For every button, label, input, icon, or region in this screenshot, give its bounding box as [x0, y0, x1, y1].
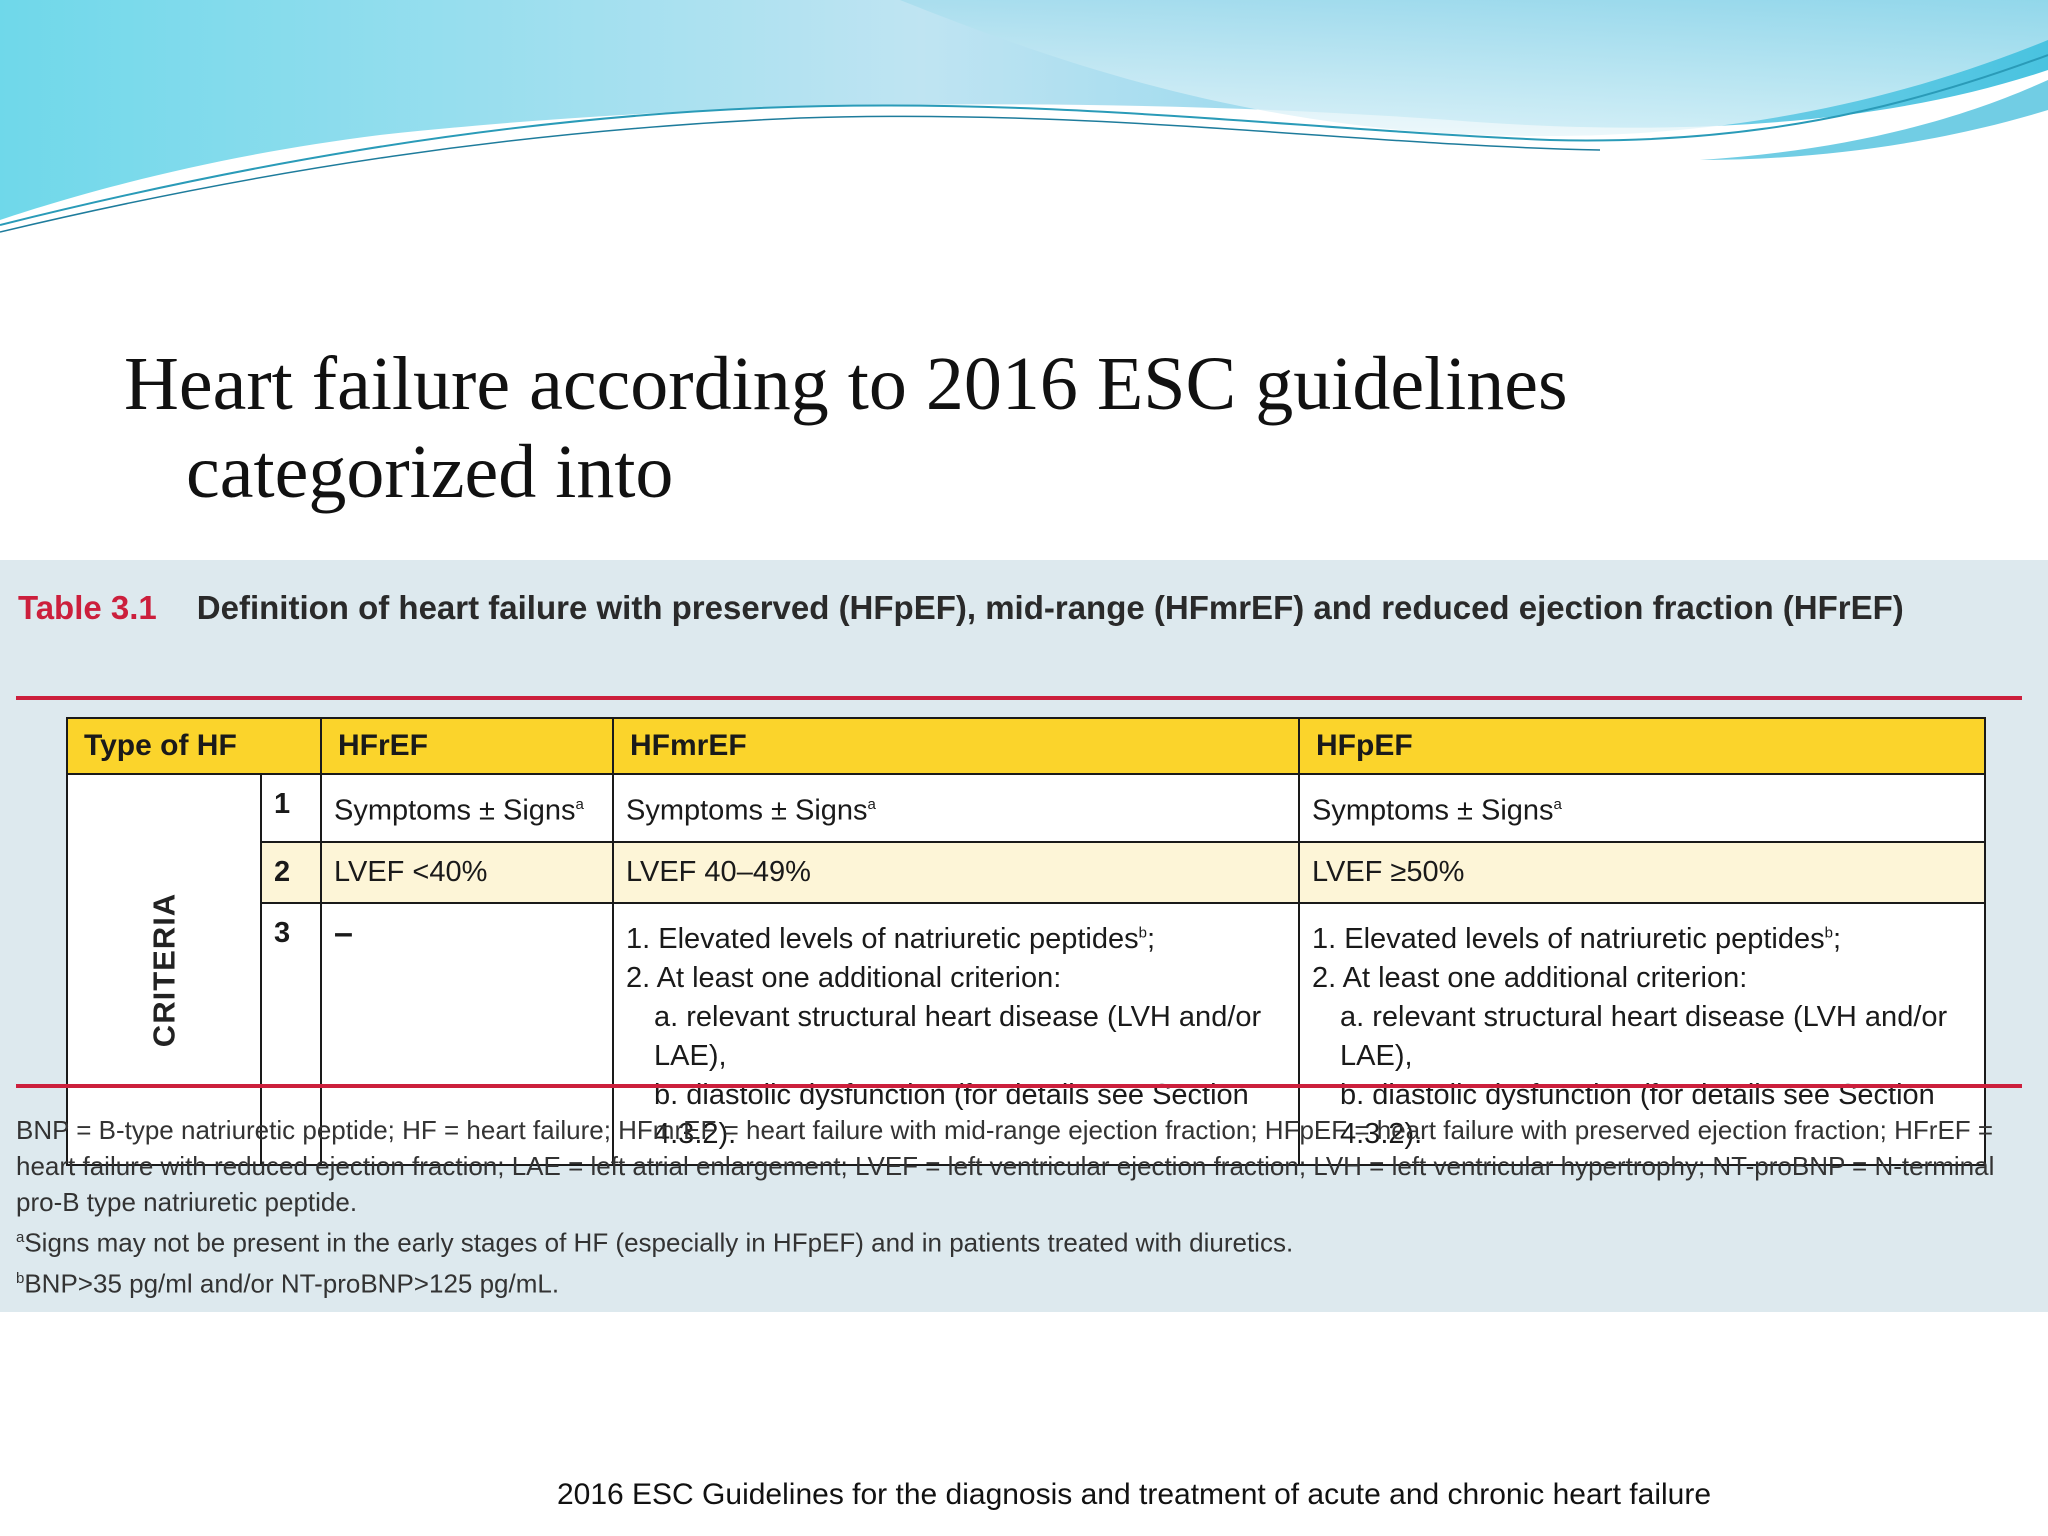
- table-header-row: Type of HF HFrEF HFmrEF HFpEF: [66, 717, 1986, 775]
- header-hfpef: HFpEF: [1298, 717, 1986, 775]
- table-footnotes: BNP = B-type natriuretic peptide; HF = h…: [16, 1112, 2036, 1301]
- list-item: 1. Elevated levels of natriuretic peptid…: [1312, 923, 1842, 956]
- criterion-number: 3: [260, 901, 322, 1167]
- table-panel: Table 3.1 Definition of heart failure wit…: [0, 560, 2048, 1312]
- header-hfref: HFrEF: [320, 717, 614, 775]
- cell-hfpef-lvef: LVEF ≥50%: [1298, 840, 1986, 904]
- slide-title-line1: Heart failure according to 2016 ESC guid…: [124, 342, 1568, 426]
- cell-hfref-symptoms: Symptoms ± Signsa: [320, 773, 614, 843]
- cell-hfmref-symptoms: Symptoms ± Signsa: [612, 773, 1300, 843]
- caption-divider: [16, 696, 2022, 700]
- cell-hfref-dash: –: [320, 901, 614, 1167]
- footnote-a: aSigns may not be present in the early s…: [16, 1227, 1294, 1258]
- cell-hfpef-additional: 1. Elevated levels of natriuretic peptid…: [1298, 901, 1986, 1167]
- cell-hfpef-symptoms: Symptoms ± Signsa: [1298, 773, 1986, 843]
- slide-title-line2: categorized into: [186, 430, 674, 514]
- source-caption: 2016 ESC Guidelines for the diagnosis an…: [556, 1478, 1712, 1511]
- hf-definition-table: Type of HF HFrEF HFmrEF HFpEF CRITERIA 1…: [66, 717, 1986, 1167]
- criteria-label: CRITERIA: [146, 892, 182, 1047]
- table-row: 2 LVEF <40% LVEF 40–49% LVEF ≥50%: [67, 840, 1986, 904]
- criteria-cell: CRITERIA: [66, 772, 262, 1167]
- table-bottom-divider: [16, 1084, 2022, 1088]
- table-number: Table 3.1: [18, 589, 157, 626]
- slide-title: Heart failure according to 2016 ESC guid…: [124, 340, 1824, 516]
- list-item: 2. At least one additional criterion:: [1312, 962, 1748, 995]
- list-subitem: a. relevant structural heart disease (LV…: [1340, 1001, 1948, 1073]
- cell-hfmref-lvef: LVEF 40–49%: [612, 840, 1300, 904]
- list-item: 1. Elevated levels of natriuretic peptid…: [626, 923, 1156, 956]
- table-caption: Table 3.1 Definition of heart failure wit…: [18, 584, 2008, 631]
- table-row: 3 – 1. Elevated levels of natriuretic pe…: [67, 901, 1986, 1167]
- criterion-number: 1: [260, 773, 322, 843]
- criterion-number: 2: [260, 840, 322, 904]
- table-row: CRITERIA 1 Symptoms ± Signsa Symptoms ± …: [66, 772, 1986, 1167]
- header-wave-decoration: [0, 0, 2048, 233]
- list-item: 2. At least one additional criterion:: [626, 962, 1062, 995]
- cell-hfmref-additional: 1. Elevated levels of natriuretic peptid…: [612, 901, 1300, 1167]
- list-subitem: a. relevant structural heart disease (LV…: [654, 1001, 1262, 1073]
- footnote-b: bBNP>35 pg/ml and/or NT-proBNP>125 pg/mL…: [16, 1268, 560, 1299]
- header-hfmref: HFmrEF: [612, 717, 1300, 775]
- header-type-of-hf: Type of HF: [66, 717, 322, 775]
- table-caption-text: Definition of heart failure with preserv…: [196, 589, 1904, 626]
- abbreviations-note: BNP = B-type natriuretic peptide; HF = h…: [16, 1115, 1995, 1217]
- cell-hfref-lvef: LVEF <40%: [320, 840, 614, 904]
